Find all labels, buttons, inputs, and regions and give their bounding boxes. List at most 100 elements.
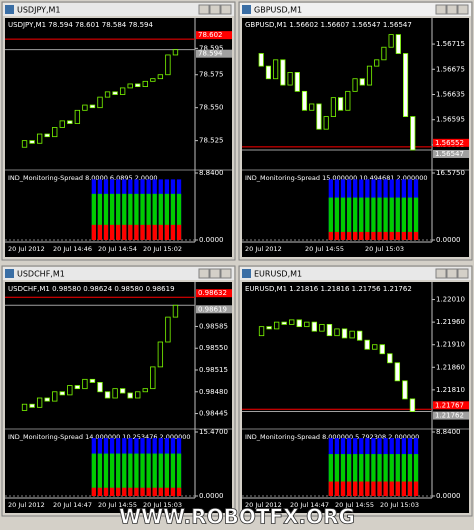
- candle: [59, 120, 65, 128]
- spread-min-bar: [346, 481, 352, 496]
- candle: [36, 397, 43, 408]
- candle: [388, 34, 394, 48]
- candle: [29, 403, 35, 408]
- spread-avg-bar: [176, 193, 182, 240]
- candle: [410, 116, 416, 151]
- spread-avg-bar: [176, 453, 182, 496]
- candle: [112, 91, 118, 95]
- spread-min-bar: [395, 231, 400, 240]
- price-tick-label: 0.98445: [199, 410, 228, 418]
- candle: [319, 323, 325, 332]
- spread-avg-bar: [128, 193, 133, 240]
- candle: [296, 319, 302, 328]
- time-label: 20 Jul 2012: [245, 245, 282, 253]
- candle: [29, 140, 35, 144]
- price-tick-label: 1.56595: [436, 116, 465, 124]
- candle: [89, 378, 96, 383]
- candle: [150, 78, 156, 82]
- candle: [402, 380, 408, 400]
- candle: [142, 388, 148, 393]
- window-max-button[interactable]: [446, 268, 458, 279]
- price-tick-label: 78.595: [199, 44, 224, 52]
- candle: [127, 83, 133, 89]
- candle: [104, 91, 111, 98]
- spread-avg-bar: [383, 454, 388, 496]
- window-min-button[interactable]: [198, 4, 210, 15]
- candle: [364, 339, 370, 350]
- spread-avg-bar: [346, 454, 352, 496]
- window-close-button[interactable]: [457, 4, 469, 15]
- time-label: 20 Jul 15:02: [143, 245, 182, 253]
- spread-min-bar: [128, 224, 133, 240]
- spread-avg-bar: [134, 193, 139, 240]
- price-tick-label: 1.56635: [436, 91, 465, 99]
- window-close-button[interactable]: [220, 4, 232, 15]
- time-label: 20 Jul 2012: [245, 501, 282, 509]
- window-min-button[interactable]: [435, 268, 447, 279]
- candle: [280, 59, 286, 86]
- window-min-button[interactable]: [435, 4, 447, 15]
- candle: [394, 362, 401, 382]
- window-close-button[interactable]: [220, 268, 232, 279]
- spread-avg-bar: [401, 197, 407, 240]
- spread-min-bar: [340, 481, 346, 496]
- spread-min-bar: [389, 481, 394, 496]
- spread-min-bar: [122, 487, 127, 496]
- candle: [44, 133, 50, 138]
- spread-min-bar: [91, 487, 96, 496]
- spread-avg-bar: [377, 454, 382, 496]
- candle: [330, 97, 336, 117]
- spread-min-bar: [152, 487, 157, 496]
- spread-min-bar: [413, 481, 419, 496]
- window-max-button[interactable]: [209, 268, 221, 279]
- bid-label: 0.98619: [198, 305, 227, 313]
- candle: [119, 87, 126, 95]
- indicator-tick-label: 0.0000: [436, 492, 461, 500]
- candle: [67, 120, 73, 124]
- window-max-button[interactable]: [446, 4, 458, 15]
- spread-min-bar: [353, 231, 358, 240]
- candle: [266, 326, 272, 330]
- spread-min-bar: [164, 487, 170, 496]
- candle: [82, 378, 88, 390]
- spread-min-bar: [401, 481, 407, 496]
- spread-avg-bar: [359, 454, 364, 496]
- price-tick-label: 1.21910: [436, 341, 465, 349]
- candle: [165, 316, 171, 343]
- candle: [36, 133, 43, 144]
- spread-min-bar: [109, 487, 115, 496]
- spread-avg-bar: [389, 197, 394, 240]
- spread-avg-bar: [377, 197, 382, 240]
- window-title: USDCHF,M1: [17, 270, 65, 279]
- candle: [52, 127, 58, 138]
- candle: [374, 59, 380, 67]
- spread-min-bar: [128, 487, 133, 496]
- price-tick-label: 0.98480: [199, 388, 228, 396]
- spread-min-bar: [371, 481, 376, 496]
- candle: [112, 388, 118, 399]
- spread-avg-bar: [334, 197, 340, 240]
- spread-min-bar: [395, 481, 400, 496]
- chart-header: EURUSD,M1 1.21816 1.21816 1.21756 1.2176…: [245, 285, 412, 293]
- candle: [97, 382, 103, 393]
- window-close-button[interactable]: [457, 268, 469, 279]
- spread-avg-bar: [395, 197, 400, 240]
- candle: [97, 96, 103, 109]
- price-tick-label: 1.56675: [436, 65, 465, 73]
- candle: [59, 391, 65, 396]
- bid-label: 1.21762: [435, 412, 464, 420]
- title-bar: [3, 3, 234, 16]
- price-tick-label: 1.21960: [436, 318, 465, 326]
- spread-avg-bar: [353, 197, 358, 240]
- indicator-label: IND_Monitoring-Spread 8.0000 6.0895 2.00…: [8, 174, 157, 182]
- window-max-button[interactable]: [209, 4, 221, 15]
- spread-avg-bar: [158, 193, 163, 240]
- spread-avg-bar: [103, 193, 109, 240]
- spread-avg-bar: [371, 197, 376, 240]
- spread-avg-bar: [413, 454, 419, 496]
- spread-min-bar: [359, 481, 364, 496]
- candle: [352, 78, 358, 92]
- spread-min-bar: [365, 231, 370, 240]
- chart-window: USDJPY,M1 78.595 78.575 78.550 78.525 78.602 7…: [1, 1, 236, 261]
- window-min-button[interactable]: [198, 268, 210, 279]
